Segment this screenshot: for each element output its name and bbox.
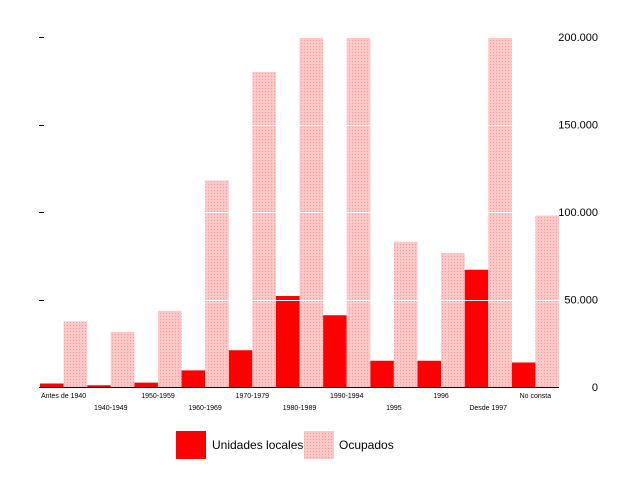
bar-ocupados bbox=[157, 310, 182, 388]
x-tick-label: 1995 bbox=[386, 405, 402, 412]
bar-unidades-locales bbox=[417, 360, 442, 387]
x-tick-label: 1970-1979 bbox=[236, 393, 270, 400]
x-tick-label: 1960-1969 bbox=[188, 405, 222, 412]
y-tick-label: 50.000 bbox=[564, 295, 598, 307]
bar-ocupados bbox=[63, 321, 88, 388]
bar-unidades-locales bbox=[228, 350, 253, 387]
y-tick-label: 0 bbox=[592, 382, 598, 394]
bar-ocupados bbox=[393, 241, 418, 387]
legend-swatch-unidades-locales bbox=[176, 431, 206, 459]
bar-unidades-locales bbox=[87, 385, 111, 387]
bar-unidades-locales bbox=[511, 362, 536, 387]
y-tick-label: 150.000 bbox=[558, 120, 598, 132]
bar-ocupados bbox=[110, 331, 135, 388]
x-tick-label: 1980-1989 bbox=[283, 405, 317, 412]
bar-unidades-locales bbox=[40, 383, 64, 387]
legend-label-unidades-locales: Unidades locales bbox=[212, 438, 303, 452]
x-tick-label: 1950-1959 bbox=[141, 393, 175, 400]
y-tick-label: 200.000 bbox=[558, 32, 598, 44]
y-tick-label: 100.000 bbox=[558, 207, 598, 219]
bar-unidades-locales bbox=[464, 269, 489, 387]
x-tick-label: Desde 1997 bbox=[469, 405, 507, 412]
x-tick-label: 1990-1994 bbox=[330, 393, 364, 400]
x-tick-label: 1940-1949 bbox=[94, 405, 128, 412]
x-tick-label: Antes de 1940 bbox=[41, 393, 86, 400]
axes-layer: 0 50.000 100.000 150.000 200.000 Antes de 194… bbox=[39, 32, 598, 412]
x-tick-label: 1996 bbox=[433, 393, 449, 400]
legend-label-ocupados: Ocupados bbox=[339, 438, 394, 452]
x-tick-label: No consta bbox=[520, 393, 552, 400]
legend: Unidades locales Ocupados bbox=[176, 431, 394, 459]
bar-ocupados bbox=[205, 180, 229, 387]
bar-ocupados bbox=[441, 253, 465, 388]
bar-unidades-locales bbox=[370, 360, 394, 387]
bar-unidades-locales bbox=[134, 382, 158, 388]
bar-ocupados bbox=[535, 215, 559, 387]
legend-swatch-ocupados bbox=[304, 431, 334, 459]
bar-unidades-locales bbox=[323, 315, 347, 387]
gridlines-layer bbox=[40, 37, 559, 301]
bar-ocupados bbox=[252, 72, 276, 387]
bar-unidades-locales bbox=[181, 370, 206, 388]
bar-unidades-locales bbox=[275, 296, 300, 387]
